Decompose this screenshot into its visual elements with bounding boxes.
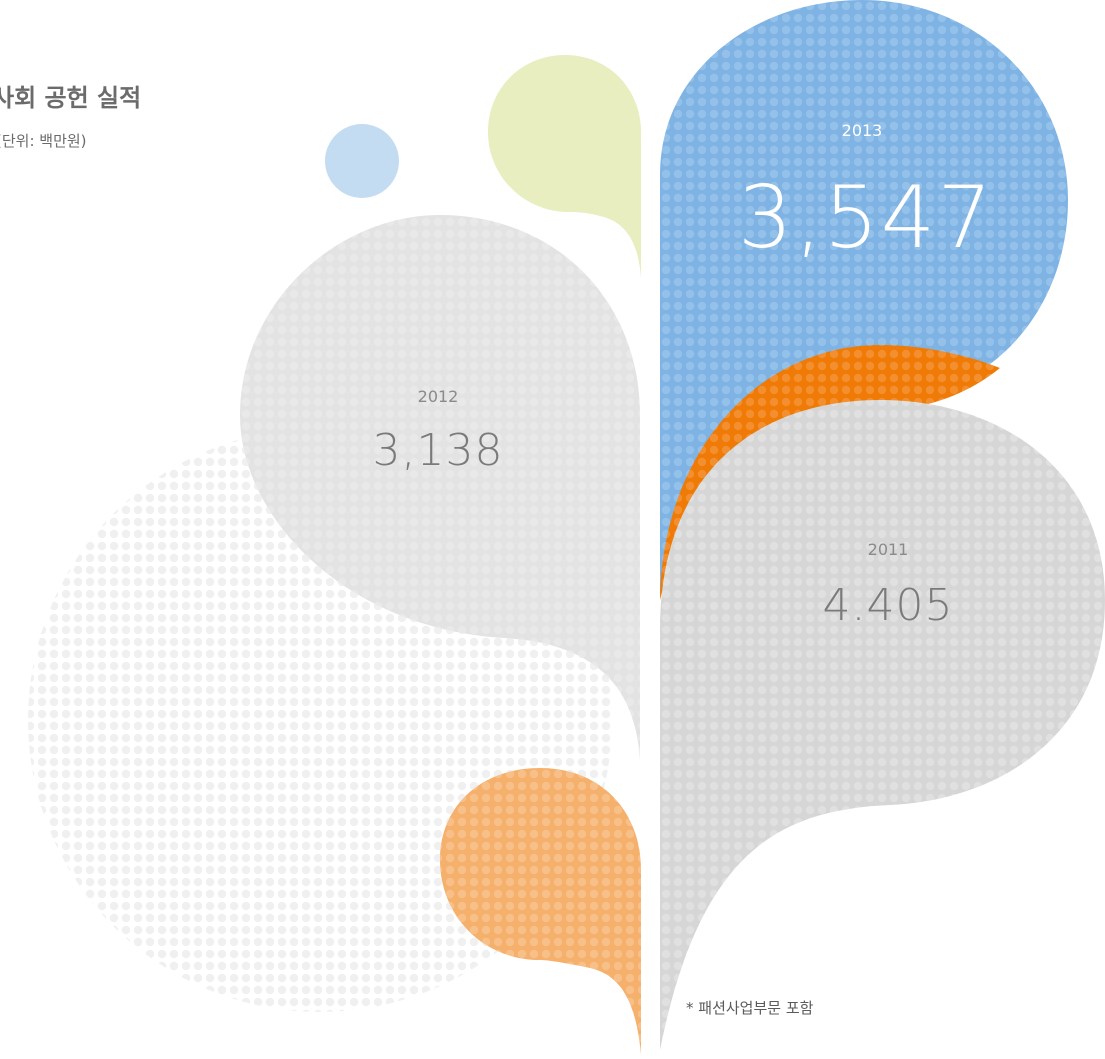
value-label-2013: 3,547	[737, 168, 995, 268]
year-label-2011: 2011	[867, 540, 909, 559]
bubble-2013	[660, 0, 1068, 600]
bubble-2012	[240, 215, 640, 1048]
bubble-small-orange	[440, 768, 641, 1055]
year-label-2013: 2013	[841, 121, 883, 140]
bubble-small-blue	[325, 124, 399, 198]
bubble-small-green	[488, 55, 641, 278]
value-label-2012: 3,138	[372, 425, 504, 476]
bubble-2011	[660, 400, 1105, 1050]
footnote: * 패션사업부문 포함	[686, 999, 814, 1017]
value-label-2011: 4.405	[822, 580, 954, 631]
bubble-accent-orange	[660, 345, 1000, 600]
chart-title: 사회 공헌 실적	[0, 84, 142, 112]
year-label-2012: 2012	[417, 387, 459, 406]
unit-label: (단위: 백만원)	[0, 132, 87, 150]
